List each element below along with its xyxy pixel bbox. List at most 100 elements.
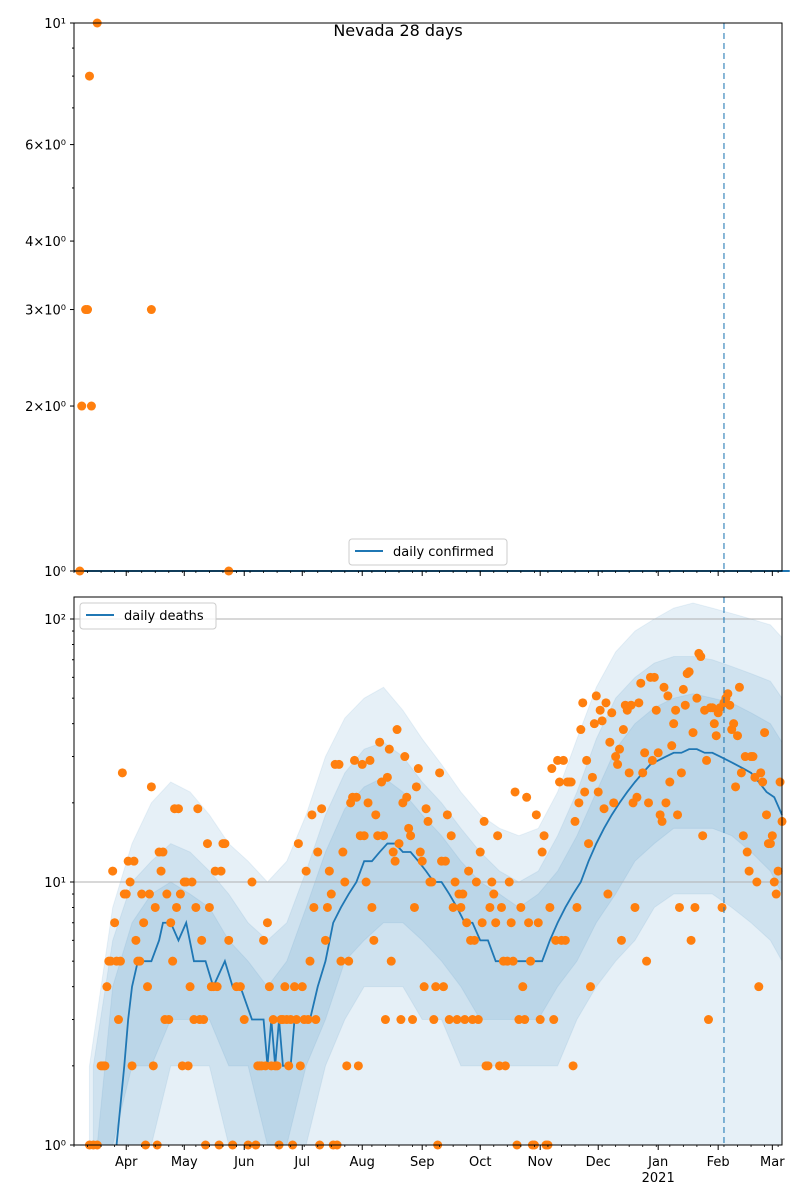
bottom-data-point [690,902,700,912]
bottom-data-point [144,889,154,899]
bottom-data-point [707,703,717,713]
bottom-data-point [680,700,690,710]
bottom-data-point [344,956,354,966]
bottom-data-point [268,1015,278,1025]
bottom-data-point [479,816,489,826]
bottom-data-point [143,982,153,992]
bottom-data-point [199,1015,209,1025]
bottom-data-point [640,748,650,758]
bottom-x-tick-label: Feb [707,1155,730,1170]
top-panel: 10⁰ 2×10⁰ 3×10⁰ 4×10⁰ 6×10⁰ 10¹ Nevada 28 day… [25,17,790,580]
bottom-data-point [351,792,361,802]
bottom-data-point [702,755,712,765]
bottom-data-point [574,798,584,808]
bottom-data-point [187,877,197,887]
bottom-data-point [156,866,166,876]
bottom-data-point [135,956,145,966]
top-y-tick-label: 10¹ [44,17,66,32]
bottom-data-point [100,1061,110,1071]
bottom-data-point [326,889,336,899]
bottom-data-point [644,798,654,808]
bottom-data-point [193,804,203,814]
bottom-data-point [380,1015,390,1025]
bottom-data-point [175,889,185,899]
bottom-data-point [531,810,541,820]
bottom-data-point [290,982,300,992]
bottom-data-point [125,877,135,887]
bottom-data-point [394,839,404,849]
bottom-data-point [386,956,396,966]
top-y-tick-label: 4×10⁰ [25,235,66,250]
bottom-data-point [767,831,777,841]
bottom-points [84,648,787,1150]
bottom-data-point [402,792,412,802]
bottom-data-point [121,889,131,899]
bottom-data-point [676,768,686,778]
bottom-data-point [110,918,120,928]
bottom-data-point [448,902,458,912]
bottom-y-tick-label: 10⁰ [44,1139,66,1154]
bottom-data-point [359,831,369,841]
bottom-data-point [667,741,677,751]
bottom-x-tick-label: Mar [760,1155,785,1170]
bottom-data-point [568,1061,578,1071]
bottom-data-point [603,889,613,899]
bottom-data-point [626,700,636,710]
bottom-data-point [756,768,766,778]
bottom-data-point [506,918,516,928]
bottom-data-point [686,935,696,945]
bottom-data-point [688,728,698,738]
bottom-x-tick-label: Apr [115,1155,138,1170]
bottom-data-point [440,856,450,866]
bottom-data-point [173,804,183,814]
bottom-data-point [450,877,460,887]
bottom-data-point [615,744,625,754]
bottom-data-point [673,810,683,820]
bottom-data-point [671,705,681,715]
bottom-data-point [516,902,526,912]
bottom-data-point [597,716,607,726]
bottom-data-point [576,725,586,735]
bottom-data-point [317,804,327,814]
bottom-data-point [663,691,673,701]
bottom-data-point [158,847,168,857]
bottom-data-point [535,1015,545,1025]
bottom-data-point [438,982,448,992]
bottom-x-tick-label: Oct [469,1155,491,1170]
bottom-data-point [593,787,603,797]
bottom-x-tick-label: May [171,1155,198,1170]
bottom-y-tick-label: 10¹ [44,876,66,891]
bottom-data-point [477,918,487,928]
bottom-data-point [446,831,456,841]
bottom-data-point [497,902,507,912]
bottom-data-point [647,755,657,765]
bottom-data-point [537,847,547,857]
bottom-data-point [469,935,479,945]
bottom-data-point [634,698,644,708]
bottom-data-point [618,725,628,735]
top-y-ticks: 10⁰ 2×10⁰ 3×10⁰ 4×10⁰ 6×10⁰ 10¹ [25,17,74,580]
bottom-data-point [773,866,783,876]
bottom-data-point [475,847,485,857]
bottom-data-point [539,831,549,841]
bottom-data-point [305,956,315,966]
bottom-data-point [769,877,779,887]
bottom-data-point [353,1061,363,1071]
bottom-data-point [717,902,727,912]
bottom-data-point [365,755,375,765]
bottom-data-point [584,839,594,849]
bottom-data-point [340,877,350,887]
bottom-data-point [460,1015,470,1025]
bottom-data-point [303,1015,313,1025]
bottom-data-point [313,847,323,857]
bottom-data-point [404,823,414,833]
bottom-data-point [131,935,141,945]
bottom-data-point [280,982,290,992]
bottom-data-point [129,856,139,866]
bottom-data-point [471,877,481,887]
bottom-data-point [651,705,661,715]
bottom-data-point [754,982,764,992]
bottom-data-point [522,792,532,802]
bottom-data-point [361,877,371,887]
bottom-data-point [191,902,201,912]
